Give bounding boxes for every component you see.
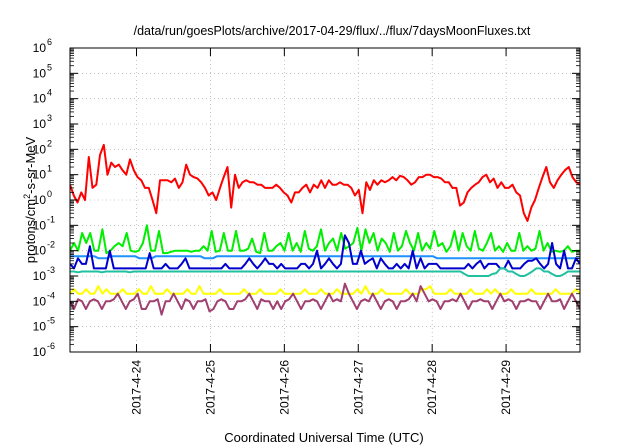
x-tick-label: 2017-4-29 [499, 360, 513, 415]
series-line-4 [70, 234, 580, 270]
series-line-3 [70, 255, 580, 260]
y-tick-exponent: -3 [47, 265, 55, 275]
series-line-6 [70, 285, 580, 295]
y-tick-base: 10 [33, 92, 47, 106]
y-tick-base: 10 [33, 142, 47, 156]
y-tick-base: 10 [33, 168, 47, 182]
y-tick-exponent: 5 [47, 62, 52, 72]
y-axis-label-prefix: protons/cm [23, 199, 38, 263]
y-tick-exponent: 2 [47, 138, 52, 148]
y-tick-base: 10 [33, 218, 47, 232]
y-tick-base: 10 [33, 66, 47, 80]
y-tick-label: 10 [33, 294, 47, 308]
y-tick-label: 10 [33, 345, 47, 359]
y-tick-exponent: 4 [47, 88, 52, 98]
y-tick-exponent: -2 [47, 240, 55, 250]
y-tick-label: 10 [33, 142, 47, 156]
y-tick-exponent: 6 [47, 37, 52, 47]
series-line-7 [70, 282, 580, 316]
y-tick-label: 10 [33, 320, 47, 334]
y-tick-label: 10 [33, 168, 47, 182]
x-tick-labels: 2017-4-24 2017-4-25 2017-4-26 2017-4-27 2017… [130, 360, 514, 415]
y-tick-base: 10 [33, 41, 47, 55]
y-tick-exponent: -1 [47, 214, 55, 224]
x-tick-label: 2017-4-25 [203, 360, 217, 415]
y-tick-label: 10 [33, 218, 47, 232]
y-tick-label: 10 [33, 117, 47, 131]
y-axis-label: protons/cm2-s-sr-MeV [22, 136, 38, 263]
y-tick-exponent: -6 [47, 341, 55, 351]
y-tick-exponent: -5 [47, 316, 55, 326]
y-tick-base: 10 [33, 117, 47, 131]
y-tick-exponent: 0 [47, 189, 52, 199]
series-line-2 [70, 224, 580, 255]
y-tick-base: 10 [33, 193, 47, 207]
x-tick-label: 2017-4-24 [130, 360, 144, 415]
y-tick-label: 10 [33, 244, 47, 258]
y-axis-label-superscript: 2 [22, 194, 32, 199]
y-tick-base: 10 [33, 244, 47, 258]
y-tick-label: 10 [33, 92, 47, 106]
y-tick-base: 10 [33, 320, 47, 334]
y-tick-exponent: -4 [47, 290, 55, 300]
y-tick-label: 10 [33, 66, 47, 80]
x-tick-label: 2017-4-27 [351, 360, 365, 415]
y-tick-base: 10 [33, 269, 47, 283]
x-axis-label: Coordinated Universal Time (UTC) [224, 430, 423, 445]
x-tick-label: 2017-4-26 [277, 360, 291, 415]
y-axis-label-suffix: -s-sr-MeV [23, 136, 38, 193]
y-tick-label: 10 [33, 269, 47, 283]
series-layer [70, 143, 580, 316]
y-tick-exponent: 3 [47, 113, 52, 123]
y-tick-label: 10 [33, 193, 47, 207]
y-tick-labels: 10 -610 -510 -410 -310 -210 -110 010 110 210 310 41… [33, 37, 55, 359]
chart-title: /data/run/goesPlots/archive/2017-04-29/f… [134, 24, 531, 38]
axis-ticks [70, 47, 580, 353]
x-tick-label: 2017-4-28 [425, 360, 439, 415]
y-tick-base: 10 [33, 294, 47, 308]
y-tick-base: 10 [33, 345, 47, 359]
series-line-1 [70, 143, 580, 222]
y-tick-exponent: 1 [47, 164, 52, 174]
series-line-5 [70, 267, 580, 277]
y-tick-label: 10 [33, 41, 47, 55]
